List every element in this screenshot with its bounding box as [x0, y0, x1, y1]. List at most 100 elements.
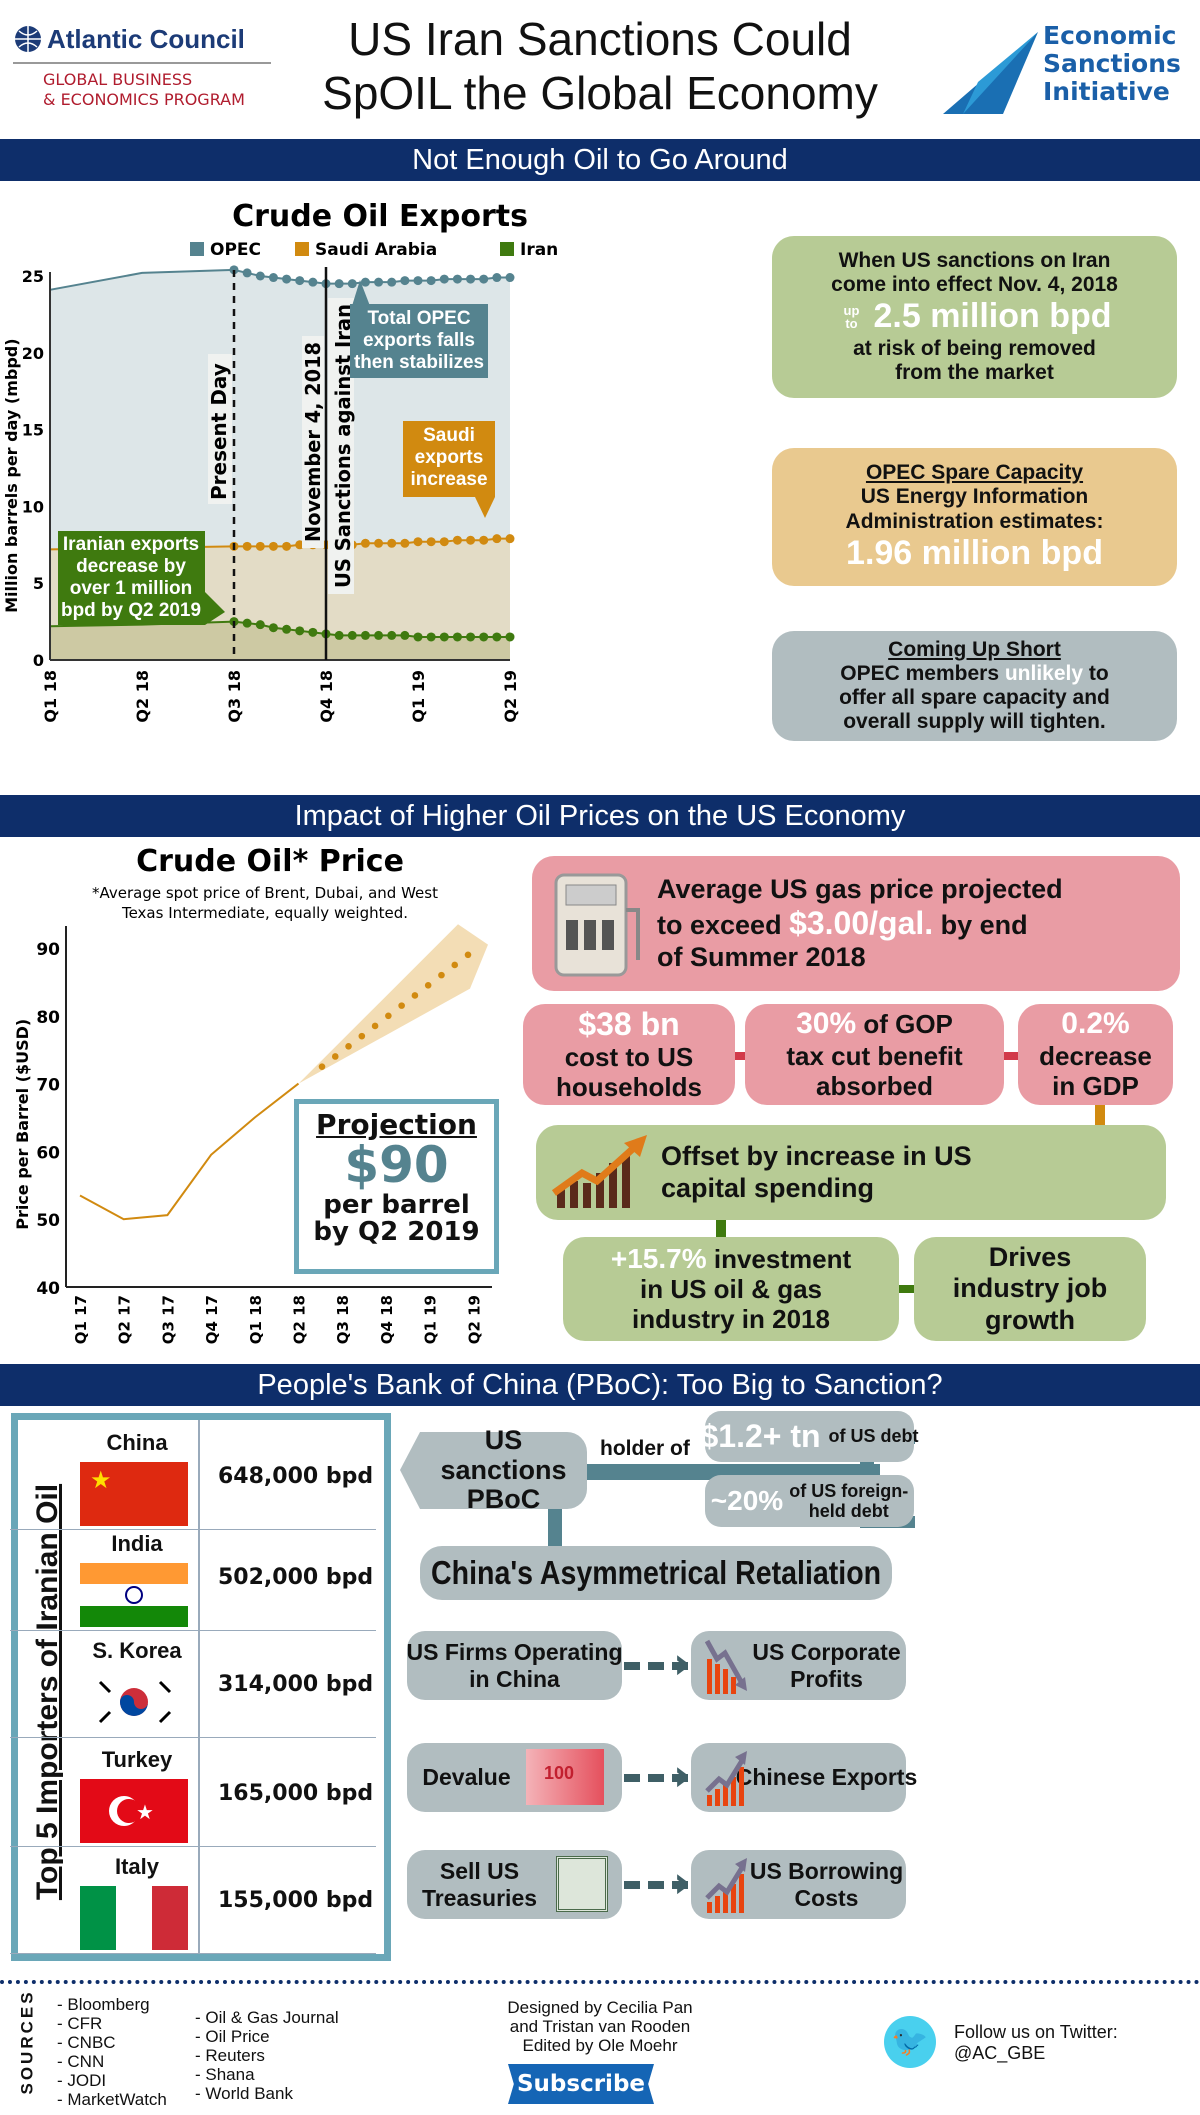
svg-text:★: ★: [90, 1466, 112, 1494]
data-point: [400, 630, 410, 640]
svg-text:★: ★: [136, 1800, 154, 1824]
importer-row: S. Korea 314,000 bpd: [10, 1634, 376, 1738]
text: tax cut benefit: [786, 1040, 963, 1071]
data-point: [308, 627, 318, 637]
importer-row: India 502,000 bpd: [10, 1527, 376, 1631]
text: unlikely: [1004, 661, 1084, 685]
crude-oil-price-chart: Crude Oil* Price *Average spot price of B…: [13, 844, 492, 1344]
title-line-1: US Iran Sanctions Could: [348, 13, 852, 65]
data-point: [374, 538, 384, 548]
esi-line-1: Economic: [1043, 21, 1177, 50]
data-point: [413, 537, 423, 547]
data-point: [374, 277, 384, 287]
retaliation-action-box: Devalue 100: [407, 1743, 622, 1812]
legend-label: Saudi Arabia: [315, 240, 437, 260]
sources-label: SOURCES: [17, 1989, 37, 2095]
data-point: [334, 279, 344, 289]
x-tick-label: Q3 17: [159, 1295, 177, 1344]
retaliation-effect-box: Chinese Exports: [691, 1743, 917, 1812]
flag-icon: ★: [80, 1462, 188, 1526]
program-name: GLOBAL BUSINESS: [43, 70, 193, 89]
text: US Energy Information: [860, 485, 1089, 509]
projected-price-point: [371, 1022, 379, 1030]
text: cost to US: [564, 1042, 694, 1072]
country-name: Italy: [114, 1854, 160, 1879]
projected-price-point: [331, 1053, 339, 1060]
program-name-2: & ECONOMICS PROGRAM: [43, 90, 245, 109]
legend-swatch: [295, 242, 309, 256]
text: Profits: [790, 1665, 863, 1692]
data-point: [426, 632, 436, 642]
org-name: Atlantic Council: [47, 24, 245, 54]
text: to exceed: [657, 910, 790, 941]
legend-label: OPEC: [210, 240, 261, 260]
data-point: [334, 630, 344, 640]
twitter-follow[interactable]: Follow us on Twitter: @AC_GBE: [954, 2022, 1118, 2064]
x-tick-label: Q1 19: [422, 1295, 440, 1344]
esi-line-3: Initiative: [1043, 77, 1170, 106]
import-volume: 648,000 bpd: [218, 1464, 374, 1489]
coming-up-short-box: Coming Up Short OPEC members unlikely to…: [772, 631, 1177, 741]
retaliation-action-box: US Firms Operating in China: [407, 1631, 623, 1700]
amount: $90: [344, 1136, 449, 1195]
data-point: [268, 623, 278, 633]
text: per barrel: [323, 1189, 470, 1220]
text: Follow us on Twitter:: [954, 2022, 1118, 2042]
projected-price-point: [451, 961, 459, 969]
source-item: - Bloomberg: [57, 1995, 150, 2014]
x-tick-label: Q2 19: [501, 670, 520, 723]
data-point: [295, 276, 305, 286]
section-band-oil: Not Enough Oil to Go Around: [0, 139, 1200, 181]
sanctions-date-label: November 4, 2018: [301, 342, 325, 542]
x-tick-label: Q2 18: [133, 670, 152, 723]
opec-spare-capacity-box: OPEC Spare Capacity US Energy Informatio…: [772, 448, 1177, 586]
data-point: [452, 535, 462, 545]
gas-price-box: Average US gas price projected to exceed…: [532, 856, 1180, 991]
flag-icon: [80, 1670, 188, 1734]
amount: 0.2%: [1061, 1007, 1130, 1041]
text: US sanctions: [440, 1424, 567, 1485]
data-point: [439, 537, 449, 547]
job-growth-box: Drives industry job growth: [914, 1237, 1146, 1341]
data-point: [505, 534, 515, 544]
iran-callout-text: bpd by Q2 2019: [61, 600, 201, 621]
amount: $3.00/gal.: [789, 905, 934, 942]
data-point: [400, 538, 410, 548]
text: households: [556, 1071, 702, 1102]
y-tick-label: 15: [22, 421, 44, 440]
y-axis-label: Price per Barrel ($USD): [13, 1019, 32, 1230]
projected-price-point: [438, 971, 445, 979]
data-point: [295, 540, 305, 550]
text: decrease: [1039, 1040, 1152, 1071]
y-tick-label: 40: [36, 1279, 60, 1299]
data-point: [387, 630, 397, 640]
arrow-head-icon: ›: [673, 1638, 692, 1689]
iran-callout-text: Iranian exports: [63, 534, 199, 555]
saudi-callout-text: exports: [415, 447, 484, 468]
twitter-icon[interactable]: 🐦: [884, 2016, 936, 2068]
projected-price-point: [345, 1043, 352, 1050]
data-point: [492, 273, 502, 283]
retaliation-heading: China's Asymmetrical Retaliation: [430, 1554, 882, 1592]
data-point: [505, 632, 515, 642]
arrow-head-icon: ›: [673, 1750, 692, 1801]
trend-up-icon: [705, 1751, 747, 1806]
callout-pointer: [475, 497, 495, 518]
x-tick-label: Q4 18: [317, 670, 336, 723]
sources-column-2: - Oil & Gas Journal - Oil Price - Reuters -…: [195, 2008, 339, 2103]
chart-subtitle: Texas Intermediate, equally weighted.: [121, 904, 408, 922]
divider: [0, 1980, 1200, 1984]
text: investment: [706, 1244, 852, 1275]
esi-logo: Economic Sanctions Initiative: [943, 22, 1188, 117]
label-bg: [208, 354, 232, 504]
projection-cone: [298, 924, 488, 1084]
text: PBoC: [466, 1484, 541, 1515]
text: by end: [933, 910, 1028, 941]
text: growth: [985, 1304, 1075, 1335]
data-point: [347, 630, 357, 640]
source-item: - Oil Price: [195, 2027, 270, 2046]
data-point: [308, 277, 318, 287]
subscribe-button[interactable]: Subscribe: [508, 2064, 654, 2104]
retaliation-effect-box: US Borrowing Costs: [691, 1850, 906, 1919]
data-point: [347, 279, 357, 289]
